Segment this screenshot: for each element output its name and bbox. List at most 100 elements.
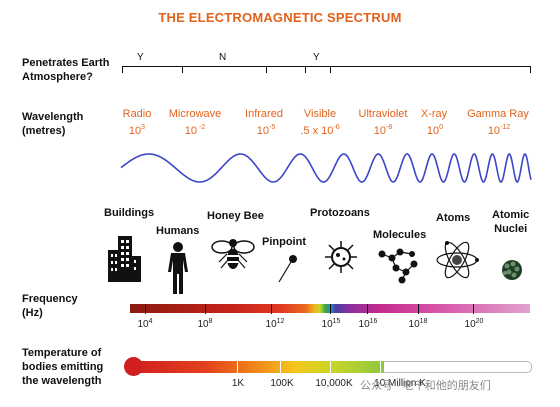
frequency-tick (330, 304, 331, 314)
wavelength-microwave: 10 -2 (155, 124, 235, 137)
buildings-icon (108, 236, 141, 282)
wavelength-exp: 0 (439, 124, 444, 131)
frequency-label: 1016 (348, 318, 388, 330)
band-microwave: Microwave (168, 108, 222, 120)
frequency-exp: 15 (332, 318, 341, 325)
frequency-base: 10 (265, 319, 277, 330)
human-icon (168, 242, 188, 294)
temperature-row-label: Temperature of bodies emitting the wavelen… (22, 346, 103, 388)
object-label-atoms: Atoms (436, 212, 471, 224)
row-label-line: Wavelength (22, 111, 84, 123)
band-gamma: Gamma Ray (467, 108, 529, 120)
atmosphere-tick (182, 66, 183, 73)
frequency-exp: 20 (475, 318, 484, 325)
wavelength-exp: -5 (269, 124, 276, 131)
frequency-exp: 16 (369, 318, 378, 325)
wavelength-exp: -2 (197, 124, 206, 131)
temperature-label-100k: 100K (270, 378, 294, 389)
frequency-exp: 12 (276, 318, 285, 325)
wavelength-base: 10 (487, 125, 501, 137)
object-label-pinpoint: Pinpoint (262, 236, 306, 248)
frequency-tick (145, 304, 146, 314)
molecule-icon (378, 248, 418, 284)
frequency-tick (205, 304, 206, 314)
frequency-base: 10 (464, 319, 476, 330)
frequency-base: 10 (137, 319, 149, 330)
row-label-line: (metres) (22, 125, 66, 137)
bee-icon (211, 239, 255, 269)
temperature-tick (330, 361, 331, 373)
atmosphere-tick (305, 66, 306, 73)
frequency-exp: 8 (208, 318, 213, 325)
frequency-label: 1018 (398, 318, 438, 330)
thermometer-bulb (124, 357, 143, 376)
atmosphere-mark-y1: Y (137, 52, 144, 63)
frequency-label: 1020 (454, 318, 494, 330)
temperature-tick (280, 361, 281, 373)
atmosphere-tick (330, 66, 331, 73)
atmosphere-mark-y2: Y (313, 52, 320, 63)
frequency-base: 10 (197, 319, 209, 330)
row-label-line: Frequency (22, 293, 78, 305)
frequency-label: 1015 (311, 318, 351, 330)
wavelength-infrared: 10-5 (226, 124, 306, 137)
atmosphere-mark-n: N (219, 52, 227, 63)
row-label-line: Atmosphere? (22, 71, 93, 83)
nucleus-icon (502, 260, 522, 280)
wavelength-exp: 3 (141, 124, 146, 131)
wavelength-row-label: Wavelength (metres) (22, 110, 83, 138)
watermark: 公众号 · 老千和他的朋友们 (360, 380, 491, 392)
object-label-honeybee: Honey Bee (207, 210, 264, 222)
object-label-protozoans: Protozoans (310, 207, 370, 219)
wavelength-base: 10 (128, 125, 142, 137)
row-label-line: Penetrates Earth (22, 57, 110, 69)
wavelength-visible: .5 x 10-6 (280, 124, 360, 137)
band-xray: X-ray (420, 108, 448, 120)
frequency-label: 108 (185, 318, 225, 330)
wave-graphic (120, 153, 532, 183)
wavelength-exp: -8 (386, 124, 393, 131)
frequency-tick (418, 304, 419, 314)
temperature-label-1k: 1K (231, 378, 245, 389)
wavelength-exp: -6 (333, 124, 340, 131)
row-label-line: (Hz) (22, 307, 43, 319)
wavelength-exp: -12 (500, 124, 511, 131)
atmosphere-tick (266, 66, 267, 73)
row-label-line: the wavelength (22, 375, 102, 387)
wavelength-ultraviolet: 10-8 (343, 124, 423, 137)
band-infrared: Infrared (245, 108, 283, 120)
frequency-exp: 4 (148, 318, 153, 325)
frequency-tick (473, 304, 474, 314)
wavelength-radio: 103 (97, 124, 177, 137)
atom-icon (436, 241, 479, 279)
protozoan-icon (325, 241, 357, 273)
temperature-tick (380, 361, 381, 373)
object-label-nuclei: Atomic Nuclei (492, 209, 530, 235)
wavelength-gamma: 10-12 (459, 124, 539, 137)
frequency-row-label-text: Frequency (Hz) (22, 292, 78, 320)
frequency-label: 1012 (255, 318, 295, 330)
atmosphere-tick (122, 66, 123, 73)
object-label-humans: Humans (156, 225, 200, 237)
wavelength-base: 10 (184, 125, 198, 137)
wavelength-xray: 100 (395, 124, 475, 137)
wavelength-base: .5 x 10 (300, 125, 334, 137)
band-radio: Radio (122, 108, 152, 120)
frequency-base: 10 (408, 319, 420, 330)
wavelength-base: 10 (373, 125, 386, 137)
atmosphere-row-label-text: Penetrates Earth Atmosphere? (22, 56, 109, 84)
atmosphere-tick (530, 66, 531, 73)
band-ultraviolet: Ultraviolet (358, 108, 408, 120)
frequency-label: 104 (125, 318, 165, 330)
object-label-molecules: Molecules (373, 229, 427, 241)
thermometer-fill (132, 361, 384, 373)
temperature-tick (237, 361, 238, 373)
frequency-exp: 18 (419, 318, 428, 325)
frequency-base: 10 (358, 319, 370, 330)
band-visible: Visible (303, 108, 337, 120)
page-title: THE ELECTROMAGNETIC SPECTRUM (158, 10, 402, 25)
wave-line (120, 153, 532, 183)
row-label-line: Temperature of (22, 347, 102, 359)
temperature-row-label-text: Temperature of bodies emitting the wavelen… (22, 346, 103, 388)
wavelength-base: 10 (426, 125, 440, 137)
